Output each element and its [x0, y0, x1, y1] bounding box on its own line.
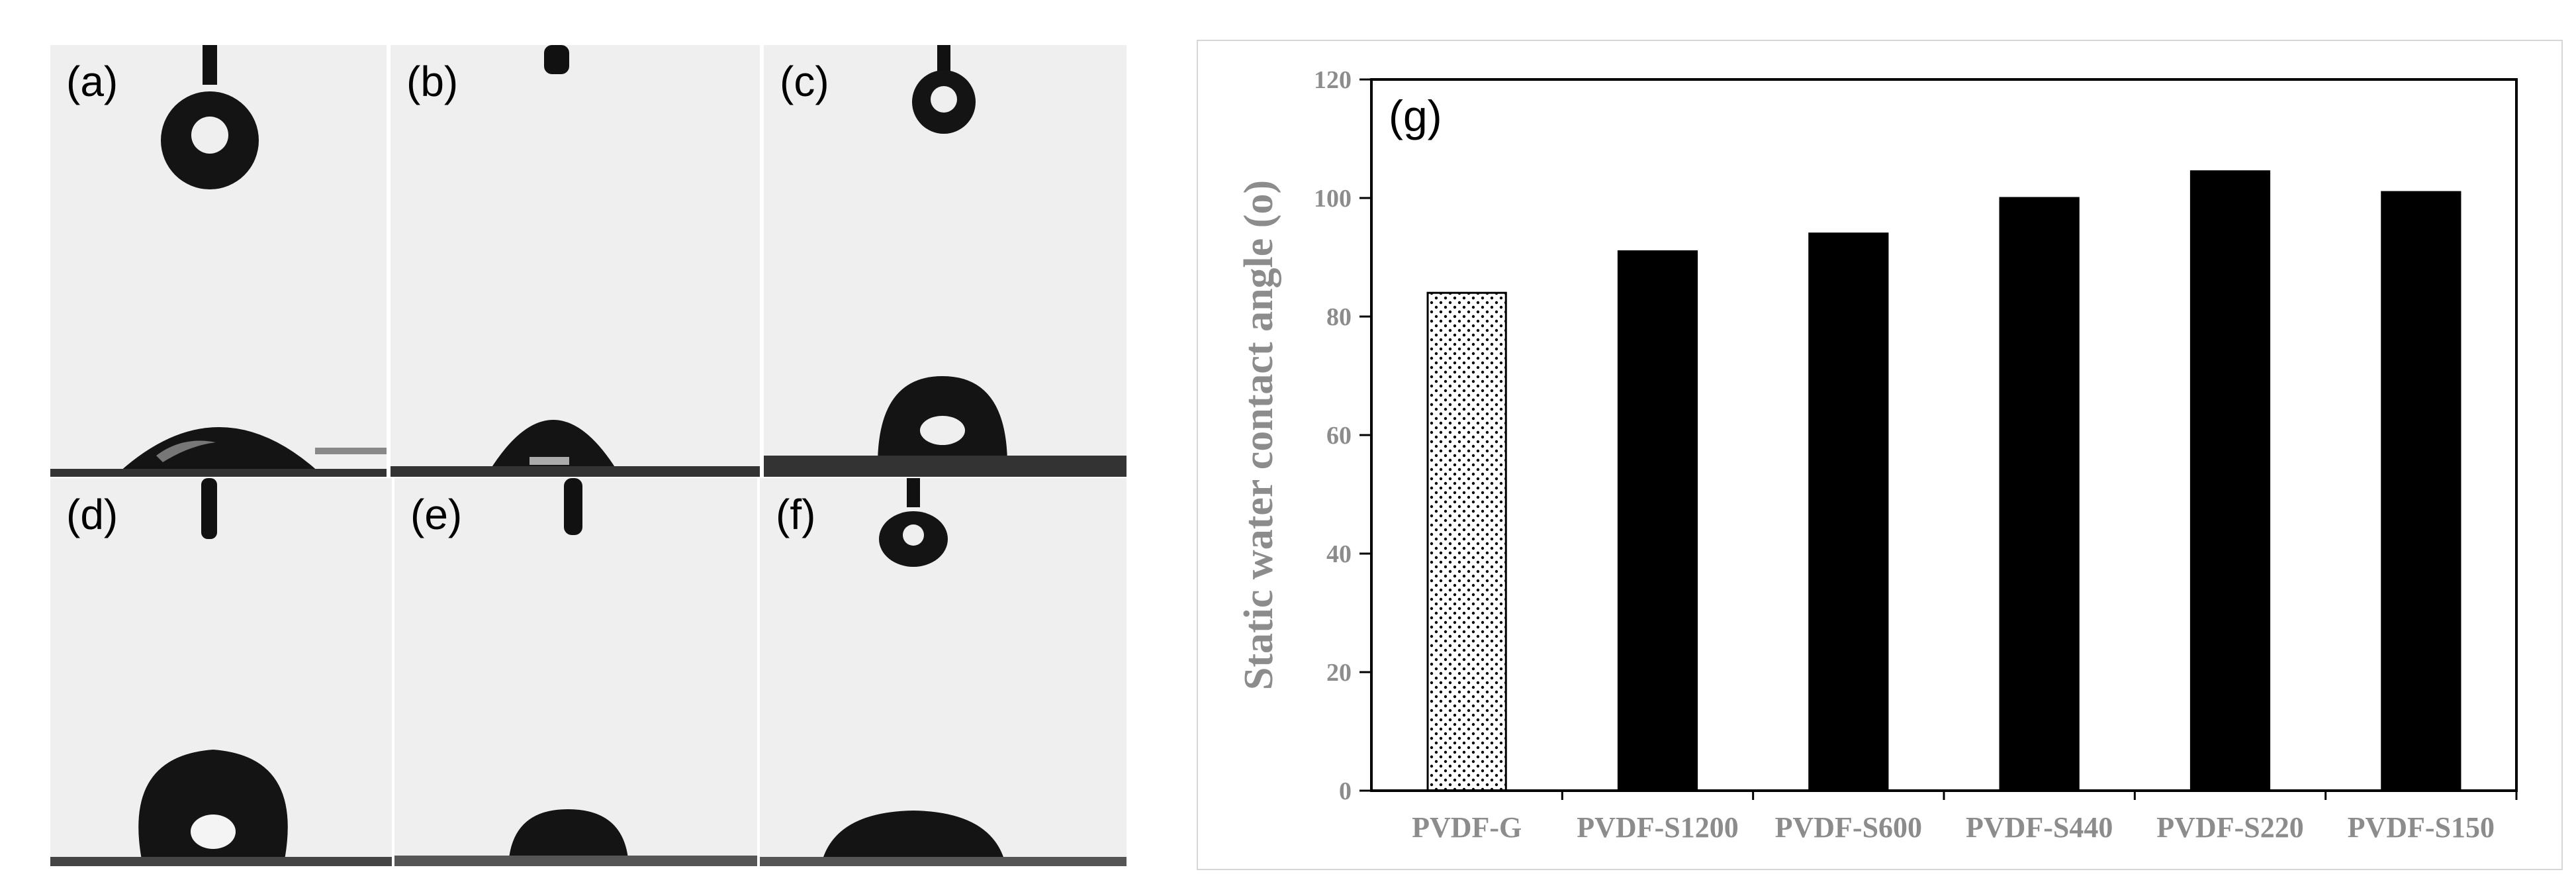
- photo-panel-b: (b): [391, 45, 760, 477]
- photo-panel-a: (a): [50, 45, 387, 477]
- photo-label-a: (a): [66, 58, 118, 105]
- droplet-photo-grid: (a) (b) (c) (d): [0, 0, 1145, 890]
- photo-label-b: (b): [406, 58, 459, 105]
- y-tick-label: 80: [1326, 303, 1352, 331]
- y-tick-label: 120: [1314, 66, 1352, 94]
- bar-pvdf-s150: [2381, 191, 2461, 792]
- chart-svg: 0 20 40 60 80 100 120 PVDF-G PVDF-S1200 PVDF-S60…: [1236, 66, 2518, 844]
- x-category-label: PVDF-G: [1412, 811, 1522, 844]
- bar-pvdf-g: [1426, 291, 1507, 792]
- bar-pvdf-s220: [2189, 170, 2271, 792]
- droplet-image-c: [764, 45, 1127, 477]
- droplet-image-a: [50, 45, 387, 477]
- y-tick-label: 0: [1339, 777, 1352, 805]
- photo-label-d: (d): [66, 491, 118, 538]
- y-axis-label: Static water contact angle (o): [1236, 180, 1281, 690]
- photo-panel-f: (f): [760, 478, 1127, 866]
- droplet-image-e: [394, 478, 757, 866]
- y-tick-label: 60: [1326, 422, 1352, 450]
- plot-frame: [1370, 78, 2518, 792]
- photo-panel-c: (c): [764, 45, 1127, 477]
- chart-panel-label: (g): [1389, 91, 1442, 140]
- x-category-label: PVDF-S220: [2156, 811, 2303, 844]
- x-category-label: PVDF-S600: [1775, 811, 1922, 844]
- photo-panel-e: (e): [394, 478, 757, 866]
- x-categories-layer: PVDF-G PVDF-S1200 PVDF-S600 PVDF-S440 PVDF-S…: [1412, 791, 2518, 844]
- droplet-image-f: [760, 478, 1127, 866]
- y-tick-label: 20: [1326, 659, 1352, 687]
- droplet-image-b: [391, 45, 760, 477]
- photo-label-c: (c): [780, 58, 829, 105]
- bar-pvdf-s1200: [1617, 250, 1698, 792]
- y-tick-label: 100: [1314, 185, 1352, 213]
- axes-layer: [1370, 78, 2518, 792]
- bars-layer: [1426, 170, 2461, 792]
- bar-pvdf-s440: [1999, 197, 2080, 792]
- x-category-label: PVDF-S150: [2348, 811, 2495, 844]
- contact-angle-chart: 0 20 40 60 80 100 120 PVDF-G PVDF-S1200 PVDF-S60…: [1197, 40, 2563, 870]
- y-ticks-layer: 0 20 40 60 80 100 120: [1314, 66, 1371, 805]
- photo-label-e: (e): [410, 491, 463, 538]
- photo-panel-d: (d): [50, 478, 392, 866]
- droplet-image-d: [50, 478, 392, 866]
- bar-pvdf-s600: [1808, 232, 1889, 792]
- y-tick-label: 40: [1326, 540, 1352, 568]
- x-category-label: PVDF-S1200: [1577, 811, 1738, 844]
- x-category-label: PVDF-S440: [1966, 811, 2113, 844]
- photo-label-f: (f): [776, 491, 816, 538]
